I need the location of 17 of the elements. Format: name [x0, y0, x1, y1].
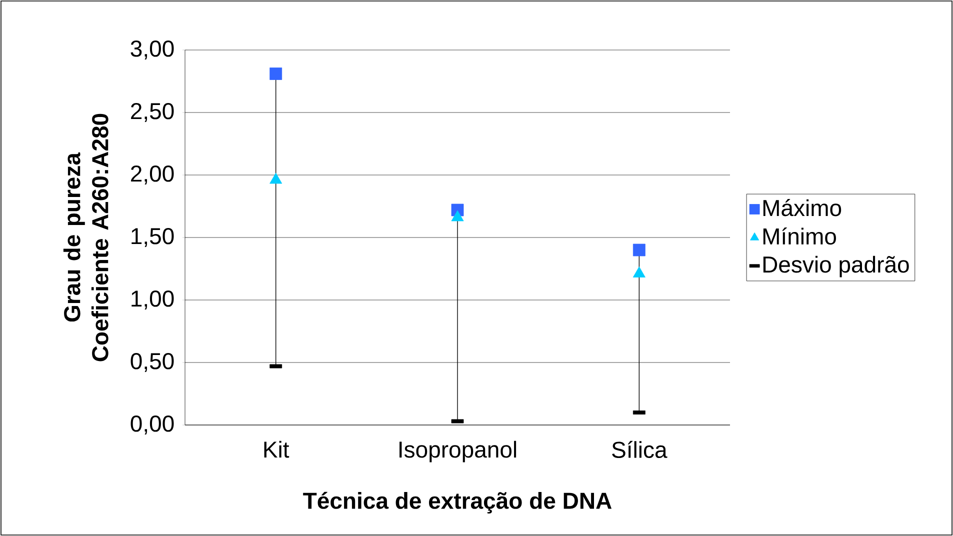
point — [632, 244, 646, 256]
y-tick-label: 2,00 — [131, 165, 174, 185]
x-tick-label: Sílica — [612, 440, 668, 458]
y-tick-label: 1,00 — [132, 290, 174, 310]
y-tick-label: 3,00 — [130, 40, 174, 60]
x-axis-title: Técnica de extração de DNA — [303, 492, 612, 514]
legend-label: Máximo — [763, 199, 842, 216]
y-tick-label: 2,50 — [131, 102, 174, 122]
legend-label: Desvio padrão — [763, 256, 909, 278]
y-tick-label: 0,00 — [130, 416, 174, 435]
x-tick-label: Isopropanol — [400, 440, 516, 462]
point — [270, 68, 282, 80]
legend-label: Mínimo — [763, 227, 836, 245]
y-axis-title: Grau de pureza Coeficiente A260:A280 — [63, 114, 108, 362]
y-tick-label: 0,50 — [130, 353, 174, 372]
y-tick-label: 1,50 — [132, 228, 174, 248]
x-tick-label: Kit — [264, 440, 290, 458]
